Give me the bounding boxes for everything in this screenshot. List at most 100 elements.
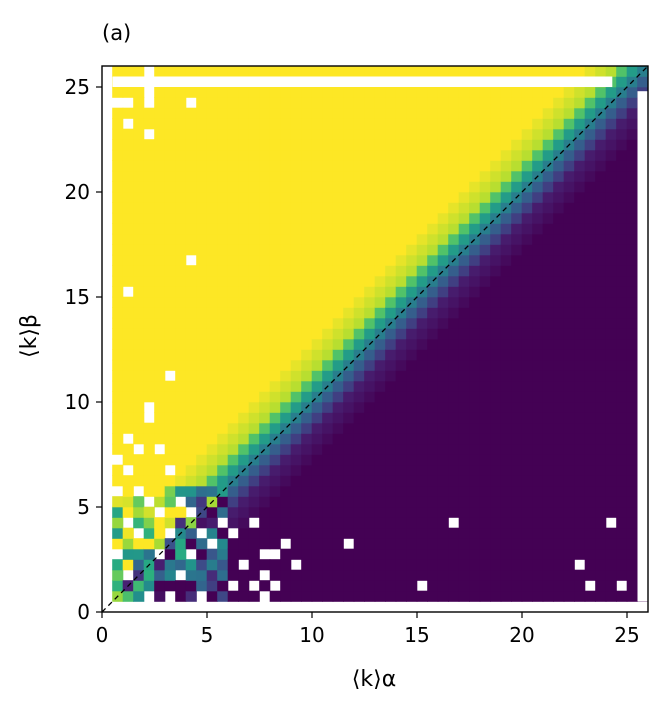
heatmap-cell bbox=[563, 86, 575, 98]
heatmap-cell bbox=[374, 254, 386, 266]
x-tick-label: 15 bbox=[404, 623, 429, 647]
heatmap-cell bbox=[521, 443, 533, 455]
heatmap-cell bbox=[605, 286, 617, 298]
heatmap-cell bbox=[364, 370, 376, 382]
heatmap-cell bbox=[584, 118, 596, 130]
heatmap-cell bbox=[343, 548, 355, 560]
heatmap-cell bbox=[164, 338, 176, 350]
heatmap-cell bbox=[469, 202, 481, 214]
heatmap-cell bbox=[553, 412, 565, 424]
heatmap-cell bbox=[500, 422, 512, 434]
heatmap-cell bbox=[406, 485, 418, 497]
heatmap-cell bbox=[133, 244, 145, 256]
heatmap-cell bbox=[143, 265, 155, 277]
heatmap-cell bbox=[469, 338, 481, 350]
heatmap-cell bbox=[542, 359, 554, 371]
heatmap-cell bbox=[248, 328, 260, 340]
heatmap-cell bbox=[553, 254, 565, 266]
heatmap-cell bbox=[122, 359, 134, 371]
heatmap-cell bbox=[395, 580, 407, 592]
heatmap-cell bbox=[269, 212, 281, 224]
heatmap-cell bbox=[259, 401, 271, 413]
heatmap-cell bbox=[364, 170, 376, 182]
heatmap-cell bbox=[532, 296, 544, 308]
heatmap-cell bbox=[185, 475, 197, 487]
heatmap-cell bbox=[406, 412, 418, 424]
heatmap-cell bbox=[238, 496, 250, 508]
heatmap-cell bbox=[521, 160, 533, 172]
heatmap-cell bbox=[332, 202, 344, 214]
heatmap-cell bbox=[479, 191, 491, 203]
heatmap-cell bbox=[458, 485, 470, 497]
heatmap-cell bbox=[175, 538, 187, 550]
heatmap-cell bbox=[500, 328, 512, 340]
heatmap-cell bbox=[364, 107, 376, 119]
heatmap-cell bbox=[511, 559, 523, 571]
heatmap-cell bbox=[227, 244, 239, 256]
heatmap-cell bbox=[238, 254, 250, 266]
heatmap-cell bbox=[269, 160, 281, 172]
heatmap-cell bbox=[406, 139, 418, 151]
heatmap-cell bbox=[259, 559, 271, 571]
heatmap-cell bbox=[437, 338, 449, 350]
heatmap-cell bbox=[248, 118, 260, 130]
heatmap-cell bbox=[227, 307, 239, 319]
heatmap-cell bbox=[238, 233, 250, 245]
heatmap-cell bbox=[448, 433, 460, 445]
heatmap-cell bbox=[500, 128, 512, 140]
heatmap-cell bbox=[217, 223, 229, 235]
heatmap-cell bbox=[458, 433, 470, 445]
heatmap-cell bbox=[133, 202, 145, 214]
heatmap-cell bbox=[374, 538, 386, 550]
heatmap-cell bbox=[626, 328, 638, 340]
heatmap-cell bbox=[227, 97, 239, 109]
heatmap-cell bbox=[311, 223, 323, 235]
heatmap-cell bbox=[290, 391, 302, 403]
heatmap-cell bbox=[259, 454, 271, 466]
heatmap-cell bbox=[385, 275, 397, 287]
heatmap-cell bbox=[563, 296, 575, 308]
heatmap-cell bbox=[395, 559, 407, 571]
heatmap-cell bbox=[448, 338, 460, 350]
heatmap-cell bbox=[406, 149, 418, 161]
heatmap-cell bbox=[259, 254, 271, 266]
heatmap-cell bbox=[626, 254, 638, 266]
heatmap-cell bbox=[374, 86, 386, 98]
heatmap-cell bbox=[553, 275, 565, 287]
heatmap-cell bbox=[364, 191, 376, 203]
heatmap-cell bbox=[154, 307, 166, 319]
heatmap-cell bbox=[532, 569, 544, 581]
heatmap-cell bbox=[458, 370, 470, 382]
heatmap-cell bbox=[280, 86, 292, 98]
heatmap-cell bbox=[164, 517, 176, 529]
heatmap-cell bbox=[385, 359, 397, 371]
heatmap-cell bbox=[469, 160, 481, 172]
heatmap-cell bbox=[332, 317, 344, 329]
heatmap-cell bbox=[143, 580, 155, 592]
heatmap-cell bbox=[605, 296, 617, 308]
heatmap-cell bbox=[248, 233, 260, 245]
heatmap-cell bbox=[553, 202, 565, 214]
heatmap-cell bbox=[626, 118, 638, 130]
heatmap-cell bbox=[311, 475, 323, 487]
heatmap-cell bbox=[458, 391, 470, 403]
heatmap-cell bbox=[332, 286, 344, 298]
heatmap-cell bbox=[626, 485, 638, 497]
heatmap-cell bbox=[217, 275, 229, 287]
heatmap-cell bbox=[406, 349, 418, 361]
heatmap-cell bbox=[217, 212, 229, 224]
heatmap-cell bbox=[143, 527, 155, 539]
heatmap-cell bbox=[154, 527, 166, 539]
heatmap-cell bbox=[395, 517, 407, 529]
heatmap-cell bbox=[437, 433, 449, 445]
heatmap-cell bbox=[301, 433, 313, 445]
heatmap-cell bbox=[532, 307, 544, 319]
heatmap-cell bbox=[458, 118, 470, 130]
heatmap-cell bbox=[385, 86, 397, 98]
heatmap-cell bbox=[574, 86, 586, 98]
heatmap-cell bbox=[374, 244, 386, 256]
heatmap-cell bbox=[143, 149, 155, 161]
heatmap-cell bbox=[511, 569, 523, 581]
heatmap-cell bbox=[532, 286, 544, 298]
heatmap-cell bbox=[374, 559, 386, 571]
